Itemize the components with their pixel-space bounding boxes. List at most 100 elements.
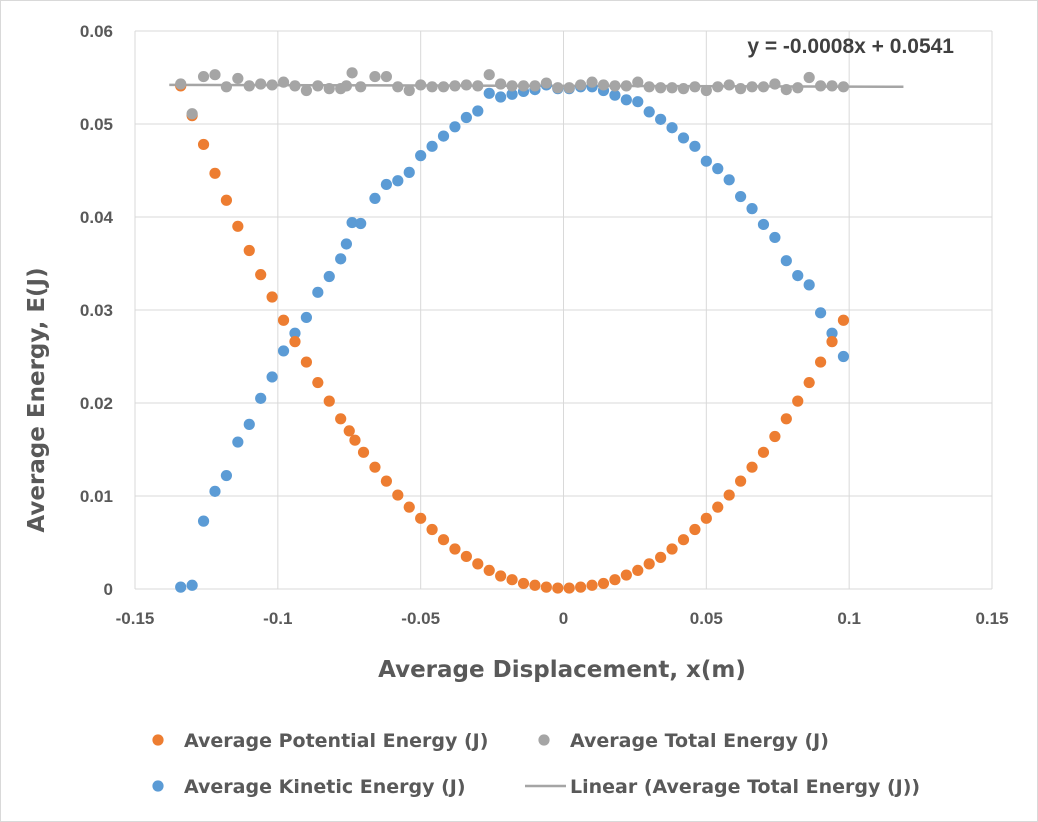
potential-energy-point [677, 534, 690, 546]
total-energy-point [266, 79, 278, 91]
potential-energy-point [312, 376, 324, 389]
total-energy-point [643, 81, 655, 93]
potential-energy-point [609, 574, 621, 586]
total-energy-point [655, 82, 667, 94]
total-energy-point [312, 80, 324, 92]
kinetic-energy-point [289, 327, 301, 339]
y-tick-label: 0.04 [80, 208, 114, 227]
potential-energy-point [392, 489, 404, 501]
legend-marker [152, 780, 164, 792]
total-energy-point [586, 76, 598, 88]
y-tick-label: 0.06 [80, 22, 113, 41]
total-energy-point [632, 76, 644, 88]
kinetic-energy-point [689, 140, 701, 152]
potential-energy-point [792, 395, 804, 407]
total-energy-point [186, 108, 198, 120]
total-energy-point [197, 70, 210, 83]
potential-energy-point [197, 138, 210, 151]
total-energy-point [700, 84, 712, 97]
total-energy-point [723, 79, 735, 91]
total-energy-point [677, 83, 690, 95]
kinetic-energy-point [312, 286, 324, 298]
total-energy-point [277, 76, 290, 88]
total-energy-point [460, 79, 472, 91]
total-energy-point [355, 81, 367, 93]
y-tick-label: 0.01 [80, 487, 113, 506]
kinetic-energy-point [735, 190, 747, 203]
total-energy-point [609, 80, 621, 92]
total-energy-point [575, 79, 587, 91]
total-energy-point [255, 78, 267, 90]
total-energy-point [769, 78, 781, 90]
potential-energy-point [277, 314, 290, 326]
kinetic-energy-point [666, 122, 678, 134]
kinetic-energy-point [803, 279, 815, 291]
potential-energy-point [449, 543, 461, 555]
potential-energy-point [472, 558, 484, 570]
potential-energy-point [380, 475, 392, 487]
potential-energy-point [369, 461, 381, 473]
kinetic-energy-point [700, 155, 712, 167]
potential-energy-point [735, 475, 747, 487]
kinetic-energy-point [609, 89, 621, 101]
total-energy-point [209, 69, 221, 81]
kinetic-energy-point [712, 163, 724, 175]
total-energy-point [346, 67, 358, 79]
total-energy-point [495, 78, 507, 90]
potential-energy-point [700, 512, 712, 524]
legend-label: Linear (Average Total Energy (J)) [570, 776, 920, 798]
total-energy-point [837, 81, 850, 93]
potential-energy-point [780, 413, 792, 425]
total-energy-point [803, 71, 815, 84]
kinetic-energy-point [277, 345, 290, 357]
x-tick-label: 0.05 [690, 609, 723, 628]
total-energy-point [826, 80, 838, 92]
y-axis-title: Average Energy, E(J) [24, 267, 50, 532]
x-tick-label: 0 [559, 609, 568, 628]
trendline-equation: y = -0.0008x + 0.0541 [747, 35, 954, 58]
data-points [175, 67, 850, 594]
total-energy-point [323, 83, 335, 95]
total-energy-point [689, 81, 701, 93]
potential-energy-point [837, 314, 850, 326]
x-tick-label: 0.15 [975, 609, 1008, 628]
potential-energy-point [289, 336, 301, 348]
potential-energy-point [712, 501, 724, 513]
total-energy-point [232, 72, 244, 85]
potential-energy-point [209, 167, 221, 179]
y-tick-label: 0.02 [80, 394, 113, 413]
total-energy-point [380, 70, 392, 83]
total-energy-point [289, 80, 301, 92]
total-energy-point [426, 81, 438, 93]
x-tick-label: -0.15 [116, 609, 155, 628]
x-tick-label: -0.1 [263, 609, 292, 628]
total-energy-point [449, 80, 461, 92]
potential-energy-point [437, 534, 450, 546]
kinetic-energy-point [769, 231, 781, 244]
x-tick-label: -0.05 [401, 609, 440, 628]
total-energy-point [506, 80, 518, 92]
legend: Average Potential Energy (J) Average Tota… [152, 730, 920, 798]
kinetic-energy-point [780, 255, 792, 267]
total-energy-point [735, 83, 747, 95]
kinetic-energy-point [460, 111, 472, 124]
potential-energy-point [220, 194, 233, 206]
total-energy-point [540, 77, 552, 89]
total-energy-point [392, 81, 404, 93]
kinetic-energy-point [220, 469, 233, 482]
kinetic-energy-point [300, 311, 312, 324]
kinetic-energy-point [403, 166, 415, 178]
kinetic-energy-point [815, 307, 827, 319]
potential-energy-point [349, 434, 361, 446]
potential-energy-point [266, 291, 278, 303]
kinetic-energy-point [340, 238, 352, 250]
potential-energy-point [552, 582, 564, 594]
total-energy-point [175, 78, 187, 90]
potential-energy-point [323, 395, 335, 407]
total-energy-point [620, 80, 632, 92]
kinetic-energy-point [620, 94, 632, 106]
legend-marker [538, 734, 550, 746]
potential-energy-point [563, 582, 575, 594]
kinetic-energy-point [723, 174, 735, 186]
